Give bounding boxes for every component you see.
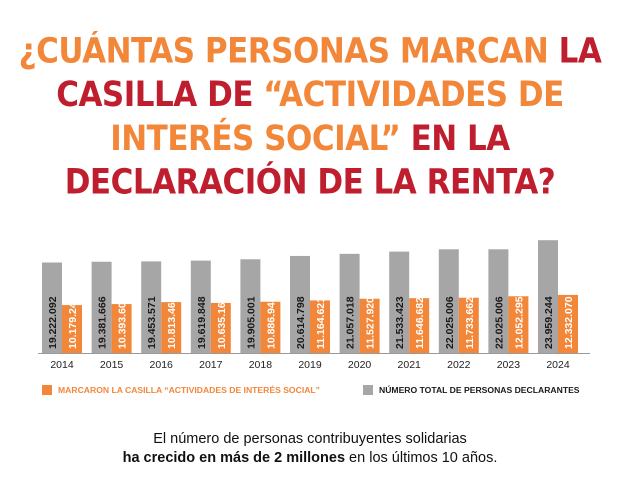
- title-line-2: CASILLA DE “ACTIVIDADES DE: [0, 74, 620, 118]
- data-label-total-2024: 23.959.244: [543, 296, 555, 349]
- data-label-marked-2014: 10.179.249: [67, 296, 79, 349]
- bar-marked-2017: [210, 302, 231, 353]
- bar-marked-2018: [260, 301, 281, 353]
- data-label-total-2018: 19.905.001: [245, 296, 257, 349]
- data-label-marked-2023: 12.052.295: [513, 296, 525, 349]
- bar-total-2019: [290, 255, 310, 353]
- bar-total-2018: [240, 259, 261, 353]
- data-label-total-2015: 19.381.666: [97, 296, 109, 349]
- footer-line-1: El número de personas contribuyentes sol…: [153, 431, 467, 447]
- x-tick-label-2024: 2024: [546, 359, 570, 371]
- title-line-4: DECLARACIÓN DE LA RENTA?: [0, 161, 620, 205]
- x-tick-label-2020: 2020: [348, 359, 372, 371]
- bar-total-2017: [190, 260, 211, 353]
- bar-marked-2014: [62, 305, 82, 353]
- data-label-total-2022: 22.025.006: [444, 296, 456, 349]
- title-segment: “ACTIVIDADES DE: [263, 74, 564, 116]
- bar-marked-2015: [111, 304, 132, 353]
- x-tick-label-2016: 2016: [150, 359, 174, 371]
- bar-marked-2019: [310, 300, 330, 353]
- data-label-total-2017: 19.619.848: [196, 296, 208, 349]
- data-label-total-2019: 20.614.798: [295, 296, 307, 349]
- x-tick-label-2022: 2022: [447, 359, 471, 371]
- bar-total-2015: [91, 261, 112, 353]
- bar-total-2023: [488, 249, 509, 353]
- title-segment: INTERÉS SOCIAL”: [110, 118, 411, 159]
- data-label-total-2016: 19.453.571: [146, 296, 158, 349]
- bar-marked-2020: [359, 298, 380, 353]
- data-label-total-2021: 21.533.423: [394, 296, 406, 349]
- data-label-marked-2020: 11.527.920: [365, 297, 377, 349]
- data-label-marked-2018: 10.886.942: [265, 296, 277, 349]
- x-tick-label-2015: 2015: [100, 359, 124, 371]
- title-segment: ¿CUÁNTAS PERSONAS MARCAN: [18, 31, 559, 72]
- data-label-total-2014: 19.222.092: [47, 296, 59, 349]
- footer-highlight: ha crecido en más de 2 millones: [122, 450, 346, 466]
- data-label-marked-2017: 10.635.168: [216, 296, 228, 349]
- footer-line-2: ha crecido en más de 2 millones en los ú…: [0, 449, 620, 468]
- data-label-marked-2016: 10.813.462: [166, 296, 178, 349]
- title-line-3: INTERÉS SOCIAL” EN LA: [0, 117, 620, 161]
- bar-total-2021: [389, 251, 410, 353]
- legend-item-marked: MARCARON LA CASILLA “ACTIVIDADES DE INTE…: [42, 383, 320, 397]
- x-tick-label-2014: 2014: [50, 359, 74, 371]
- data-label-total-2023: 22.025.006: [493, 296, 505, 349]
- title-segment: CASILLA DE: [56, 74, 264, 116]
- x-tick-label-2018: 2018: [249, 359, 273, 371]
- data-label-marked-2021: 11.646.682: [414, 297, 426, 349]
- bar-total-2016: [141, 261, 162, 353]
- legend-label-marked: MARCARON LA CASILLA “ACTIVIDADES DE INTE…: [58, 385, 320, 395]
- legend-swatch-orange: [42, 385, 52, 395]
- bar-marked-2021: [409, 298, 430, 353]
- legend-label-total: NÚMERO TOTAL DE PERSONAS DECLARANTES: [379, 385, 580, 395]
- bar-marked-2023: [508, 296, 529, 353]
- legend-swatch-gray: [363, 385, 373, 395]
- x-tick-label-2023: 2023: [497, 359, 521, 371]
- page-title: ¿CUÁNTAS PERSONAS MARCAN LA CASILLA DE “…: [0, 30, 620, 205]
- bar-marked-2016: [161, 302, 182, 353]
- x-tick-label-2019: 2019: [298, 359, 322, 371]
- data-label-marked-2024: 12.332.070: [563, 296, 575, 349]
- bar-total-2024: [538, 240, 558, 353]
- data-label-marked-2019: 11.164.621: [315, 297, 327, 349]
- title-segment: EN LA: [410, 118, 511, 159]
- bar-total-2014: [42, 262, 62, 353]
- footer-rest: en los últimos 10 años.: [345, 450, 498, 466]
- data-label-marked-2015: 10.393.605: [117, 296, 129, 349]
- footer-note: El número de personas contribuyentes sol…: [0, 430, 620, 468]
- bar-marked-2024: [558, 294, 578, 353]
- x-tick-label-2017: 2017: [199, 359, 223, 371]
- bar-total-2020: [339, 253, 360, 353]
- title-segment: DECLARACIÓN DE LA RENTA?: [64, 162, 556, 203]
- bar-total-2022: [438, 249, 459, 353]
- legend-item-total: NÚMERO TOTAL DE PERSONAS DECLARANTES: [363, 383, 580, 397]
- title-line-1: ¿CUÁNTAS PERSONAS MARCAN LA: [0, 30, 620, 74]
- data-label-total-2020: 21.057.018: [345, 296, 357, 349]
- bar-marked-2022: [458, 297, 479, 353]
- title-segment: LA: [558, 31, 602, 72]
- data-label-marked-2022: 11.733.662: [464, 297, 476, 349]
- x-tick-label-2021: 2021: [398, 359, 422, 371]
